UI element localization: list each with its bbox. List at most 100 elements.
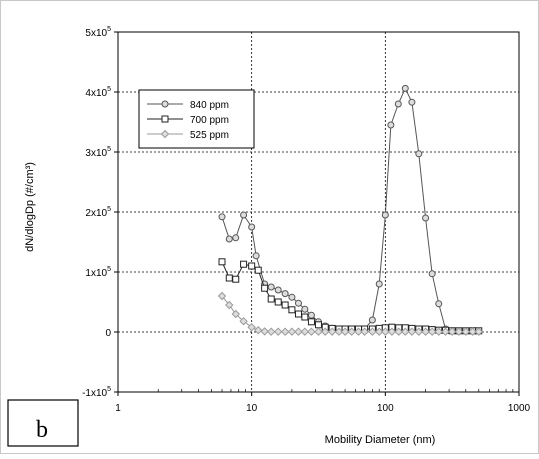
data-point bbox=[274, 327, 283, 336]
data-point bbox=[261, 284, 269, 292]
y-tick-mantissa: 2x10 bbox=[85, 208, 107, 219]
y-tick-mantissa: 0 bbox=[105, 328, 111, 339]
data-point bbox=[240, 211, 248, 219]
data-point bbox=[239, 316, 248, 326]
x-tick-label: 1000 bbox=[508, 403, 531, 414]
data-point bbox=[427, 327, 437, 336]
legend-entry: 840 ppm bbox=[147, 100, 229, 111]
legend-marker bbox=[161, 115, 169, 123]
data-point bbox=[294, 299, 302, 307]
panel-label-box bbox=[7, 399, 79, 447]
data-point bbox=[415, 150, 423, 158]
data-point bbox=[254, 266, 262, 274]
data-point bbox=[441, 327, 450, 336]
data-point bbox=[232, 275, 240, 283]
data-point bbox=[454, 327, 464, 336]
legend-label: 840 ppm bbox=[190, 100, 229, 111]
data-point bbox=[414, 327, 424, 336]
data-point bbox=[231, 309, 240, 319]
data-point bbox=[321, 327, 330, 336]
data-point bbox=[274, 286, 282, 294]
y-tick-label: -1x105 bbox=[82, 386, 111, 399]
y-tick-label: 1x105 bbox=[85, 266, 111, 279]
data-point bbox=[307, 327, 316, 336]
data-point bbox=[468, 327, 477, 336]
y-tick-mantissa: -1x10 bbox=[82, 388, 107, 399]
data-point bbox=[240, 260, 248, 268]
data-point bbox=[301, 305, 309, 313]
data-point bbox=[247, 322, 256, 332]
data-point bbox=[294, 327, 303, 336]
data-point bbox=[288, 293, 296, 301]
data-point bbox=[360, 327, 369, 336]
data-point bbox=[428, 270, 436, 278]
series-diamond bbox=[217, 291, 483, 336]
data-point bbox=[301, 313, 309, 321]
x-axis-label: Mobility Diameter (nm) bbox=[325, 434, 436, 446]
data-point bbox=[225, 300, 234, 310]
x-tick-labels: 1 10 100 1000 bbox=[115, 403, 530, 414]
data-point bbox=[267, 295, 275, 303]
y-tick-exponent: 5 bbox=[107, 26, 111, 33]
data-point bbox=[340, 327, 350, 336]
data-point bbox=[368, 327, 377, 336]
y-tick-exponent: 5 bbox=[107, 146, 111, 153]
data-point bbox=[435, 300, 443, 308]
data-point bbox=[375, 327, 384, 336]
data-point bbox=[347, 327, 356, 336]
data-point bbox=[434, 327, 443, 336]
data-point bbox=[260, 327, 269, 336]
data-point bbox=[217, 291, 227, 301]
data-point bbox=[407, 327, 417, 336]
legend-label: 700 ppm bbox=[190, 115, 229, 126]
y-tick-mantissa: 3x10 bbox=[85, 148, 107, 159]
data-point bbox=[281, 301, 289, 309]
data-point bbox=[225, 235, 233, 243]
y-tick-label: 4x105 bbox=[85, 86, 111, 99]
data-point bbox=[375, 280, 383, 288]
data-point bbox=[401, 327, 410, 336]
legend: 840 ppm 700 ppm 525 ppm bbox=[138, 89, 255, 149]
y-tick-mantissa: 1x10 bbox=[85, 268, 107, 279]
legend-marker bbox=[161, 100, 169, 108]
data-point bbox=[394, 327, 403, 336]
y-tick-exponent: 5 bbox=[107, 206, 111, 213]
y-axis-label: dN/dlogDp (#/cm³) bbox=[24, 162, 36, 252]
y-tick-mantissa: 5x10 bbox=[85, 28, 107, 39]
data-point bbox=[387, 121, 395, 129]
data-point bbox=[218, 258, 226, 266]
y-tick-label: 3x105 bbox=[85, 146, 111, 159]
data-point bbox=[287, 327, 297, 336]
data-point bbox=[307, 318, 315, 326]
data-point bbox=[252, 252, 260, 260]
y-tick-label: 2x105 bbox=[85, 206, 111, 219]
panel-label: b bbox=[36, 417, 48, 443]
legend-entry: 700 ppm bbox=[147, 115, 229, 126]
y-tick-exponent: 5 bbox=[107, 386, 111, 393]
data-point bbox=[354, 327, 363, 336]
data-point bbox=[327, 327, 337, 336]
data-point bbox=[394, 100, 402, 108]
data-point bbox=[281, 290, 289, 298]
data-point bbox=[248, 223, 256, 231]
data-point bbox=[421, 327, 430, 336]
data-point bbox=[422, 214, 430, 222]
plot-area bbox=[117, 31, 520, 393]
data-point bbox=[381, 327, 390, 336]
y-tick-exponent: 5 bbox=[107, 266, 111, 273]
series-layer bbox=[217, 84, 483, 336]
data-point bbox=[300, 327, 310, 336]
y-tick-label: 5x105 bbox=[85, 26, 111, 39]
data-point bbox=[267, 283, 275, 291]
legend-entry: 525 ppm bbox=[147, 129, 229, 141]
data-point bbox=[232, 234, 240, 242]
data-point bbox=[307, 311, 315, 319]
legend-label: 525 ppm bbox=[190, 130, 229, 141]
data-point bbox=[334, 327, 344, 336]
data-point bbox=[294, 310, 302, 318]
data-point bbox=[314, 327, 323, 336]
data-point bbox=[314, 321, 322, 329]
